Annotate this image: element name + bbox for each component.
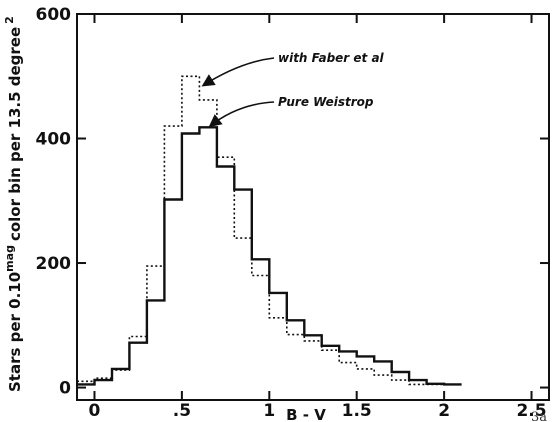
y-axis-ticks: 0 200 400 600 bbox=[36, 5, 549, 399]
series-layer bbox=[77, 75, 462, 386]
x-axis-ticks: 0 .5 1 1.5 2 2.5 bbox=[89, 14, 547, 421]
x-tick-label: 0 bbox=[89, 401, 101, 421]
annotation-arrow bbox=[201, 57, 275, 87]
x-tick-label: 2 bbox=[438, 401, 450, 421]
annotation-label: Pure Weistrop bbox=[278, 95, 374, 109]
series-line-faber bbox=[77, 75, 462, 386]
y-tick-label: 200 bbox=[36, 254, 72, 274]
y-tick-label: 400 bbox=[36, 130, 72, 150]
y-tick-label: 0 bbox=[59, 379, 71, 399]
x-axis-label: B - V bbox=[286, 406, 326, 422]
y-tick-label: 600 bbox=[36, 5, 72, 25]
y-axis-label: Stars per 0.10magcolor bin per 13.5 degr… bbox=[3, 16, 24, 392]
annotation-label: with Faber et al bbox=[278, 51, 385, 65]
series-line-weistrop bbox=[77, 126, 462, 386]
annotation-arrow bbox=[208, 101, 275, 128]
x-tick-label: .5 bbox=[173, 401, 191, 421]
annotations: with Faber et al Pure Weistrop bbox=[201, 51, 385, 128]
x-tick-label: 2.5 bbox=[516, 401, 546, 421]
plot-frame bbox=[76, 13, 550, 401]
x-tick-label: 1 bbox=[263, 401, 275, 421]
x-tick-label: 1.5 bbox=[342, 401, 372, 421]
figure-corner-label: 3a bbox=[531, 410, 547, 422]
